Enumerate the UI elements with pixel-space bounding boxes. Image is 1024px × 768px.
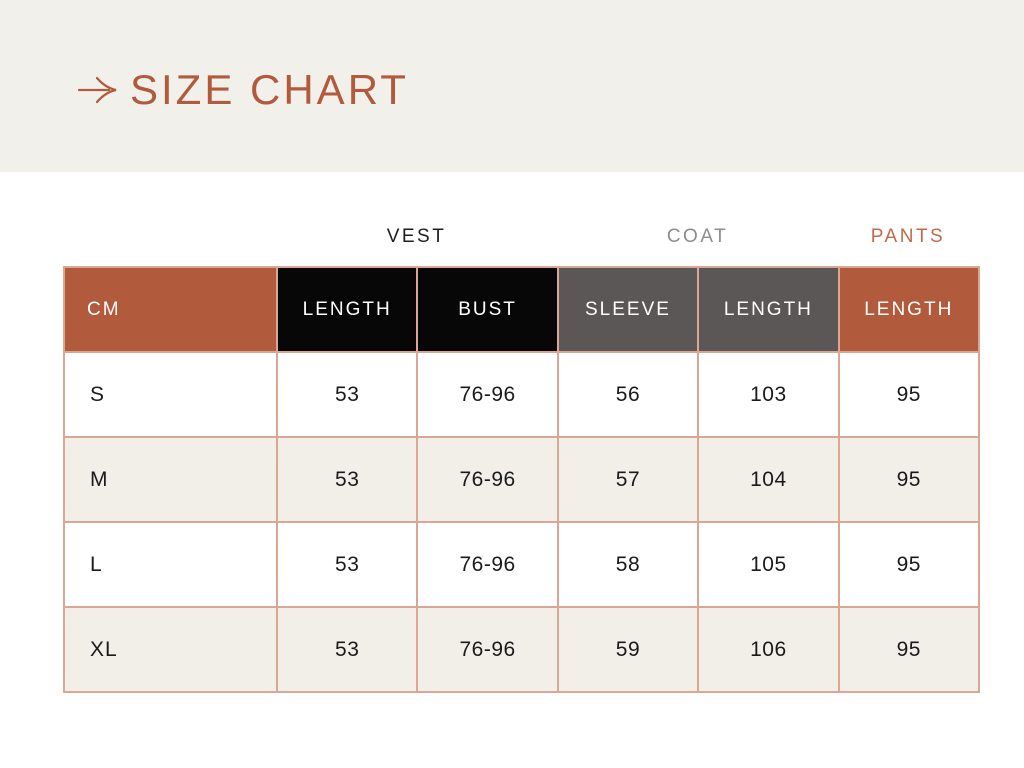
size-label: S xyxy=(63,351,278,438)
size-label: M xyxy=(63,436,278,523)
header-row: CM LENGTH BUST SLEEVE LENGTH LENGTH xyxy=(63,266,980,353)
size-label: L xyxy=(63,521,278,608)
cell-coat-length: 104 xyxy=(697,436,840,523)
garment-group-row: VEST COAT PANTS xyxy=(63,223,978,251)
cell-pants-length: 95 xyxy=(837,351,980,438)
cell-vest-bust: 76-96 xyxy=(416,521,559,608)
cell-vest-bust: 76-96 xyxy=(416,606,559,693)
cell-vest-length: 53 xyxy=(275,521,419,608)
cell-coat-sleeve: 56 xyxy=(556,351,700,438)
col-header-cm: CM xyxy=(63,266,278,353)
col-header-coat-length: LENGTH xyxy=(697,266,840,353)
size-chart-table: CM LENGTH BUST SLEEVE LENGTH LENGTH S 53… xyxy=(63,266,980,693)
col-header-pants-length: LENGTH xyxy=(837,266,980,353)
group-label-coat: COAT xyxy=(666,226,729,247)
title-row: SIZE CHART xyxy=(0,58,409,114)
col-header-vest-length: LENGTH xyxy=(275,266,419,353)
cell-pants-length: 95 xyxy=(837,436,980,523)
cell-coat-length: 105 xyxy=(697,521,840,608)
table-row-xl: XL 53 76-96 59 106 95 xyxy=(63,606,980,693)
cell-vest-length: 53 xyxy=(275,606,419,693)
table-row-s: S 53 76-96 56 103 95 xyxy=(63,351,980,438)
table-row-l: L 53 76-96 58 105 95 xyxy=(63,521,980,608)
cell-coat-length: 106 xyxy=(697,606,840,693)
cell-coat-sleeve: 58 xyxy=(556,521,700,608)
cell-vest-bust: 76-96 xyxy=(416,436,559,523)
cell-vest-length: 53 xyxy=(275,436,419,523)
group-spacer xyxy=(63,223,276,251)
col-header-coat-sleeve: SLEEVE xyxy=(556,266,700,353)
page-title: SIZE CHART xyxy=(130,66,409,113)
cell-vest-bust: 76-96 xyxy=(416,351,559,438)
group-label-vest: VEST xyxy=(386,226,447,247)
cell-coat-sleeve: 57 xyxy=(556,436,700,523)
group-label-pants: PANTS xyxy=(870,226,946,247)
cell-coat-length: 103 xyxy=(697,351,840,438)
table-row-m: M 53 76-96 57 104 95 xyxy=(63,436,980,523)
size-label: XL xyxy=(63,606,278,693)
cell-vest-length: 53 xyxy=(275,351,419,438)
cell-coat-sleeve: 59 xyxy=(556,606,700,693)
header-band: SIZE CHART xyxy=(0,0,1024,172)
cell-pants-length: 95 xyxy=(837,606,980,693)
col-header-vest-bust: BUST xyxy=(416,266,559,353)
cell-pants-length: 95 xyxy=(837,521,980,608)
right-arrow-icon xyxy=(76,73,118,107)
